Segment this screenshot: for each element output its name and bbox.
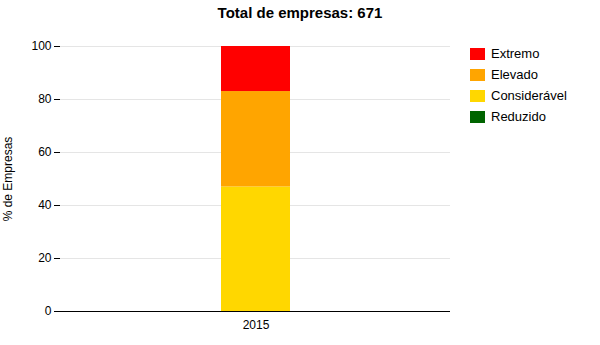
svg-text:40: 40 — [38, 198, 52, 212]
svg-text:100: 100 — [31, 39, 51, 53]
html-text:Total de empresas: 671: Total de empresas: 671 — [217, 4, 383, 21]
svg-text:80: 80 — [38, 92, 52, 106]
html-text:Considerável: Considerável — [491, 88, 567, 103]
svg-text:0: 0 — [45, 304, 52, 318]
html-text:Elevado: Elevado — [491, 67, 538, 82]
html-text:Reduzido: Reduzido — [491, 109, 546, 124]
svg-text:% de Empresas: % de Empresas — [1, 137, 15, 222]
html-text:Extremo: Extremo — [491, 46, 540, 61]
svg-text:60: 60 — [38, 145, 52, 159]
svg-text:2015: 2015 — [243, 318, 270, 332]
svg-text:20: 20 — [38, 251, 52, 265]
